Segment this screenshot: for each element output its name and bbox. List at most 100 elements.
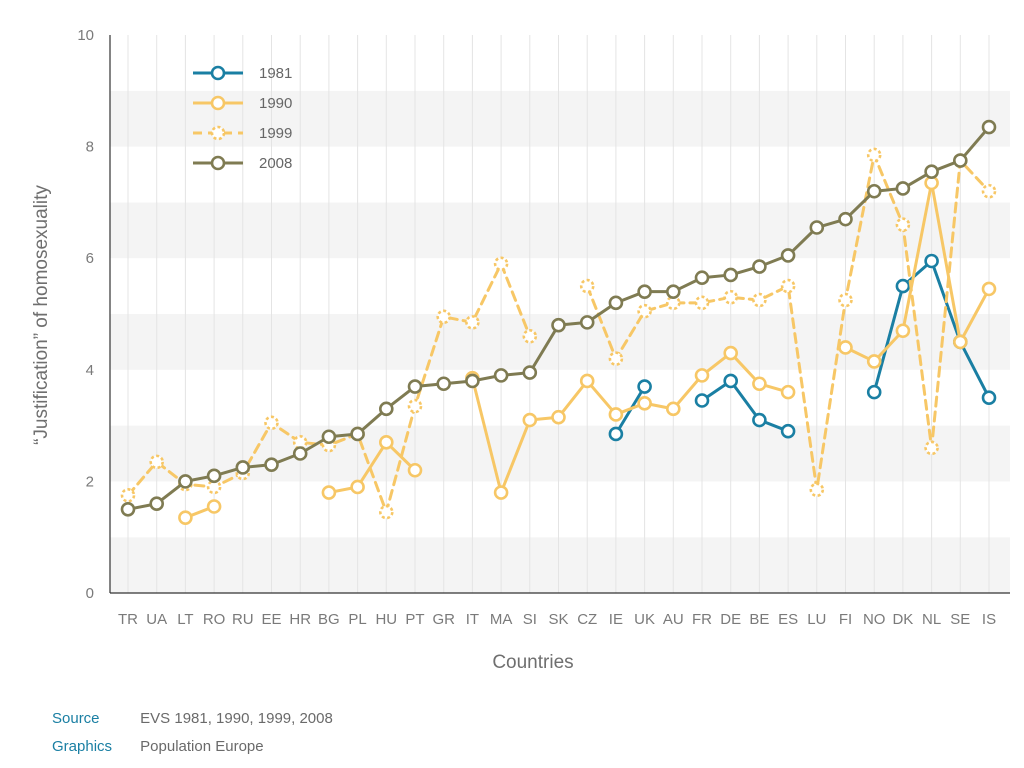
x-tick-label: DK — [892, 611, 913, 628]
data-point-2008-bg — [321, 429, 337, 445]
legend-item-2008: 2008 — [193, 155, 292, 172]
legend-label: 1981 — [259, 65, 292, 82]
data-point-1999-uk — [637, 303, 652, 319]
line-chart: 0 2 4 6 8 10 TR UA LT RO RU EE HR BG PL HU PT GR IT MA SI SK… — [31, 27, 1010, 673]
source-value: EVS 1981, 1990, 1999, 2008 — [140, 710, 333, 727]
data-point-1999-hr — [292, 435, 308, 450]
data-point-2008-cz — [579, 315, 595, 330]
y-tick-label: 8 — [86, 139, 94, 156]
data-point-1990-fr — [694, 368, 710, 383]
data-point-1990-uk — [637, 395, 652, 411]
x-tick-label: UA — [146, 611, 167, 628]
x-tick-label: IT — [466, 611, 479, 628]
data-point-1999-dk — [895, 217, 911, 233]
data-point-1981-dk — [895, 278, 911, 294]
data-point-2008-dk — [895, 181, 911, 196]
source-line: Source EVS 1981, 1990, 1999, 2008 — [52, 710, 333, 727]
x-tick-labels: TR UA LT RO RU EE HR BG PL HU PT GR IT MA SI SK CZ IE UK AU… — [118, 611, 996, 628]
data-point-2008-fr — [694, 270, 710, 286]
x-tick-label: SE — [950, 611, 970, 628]
data-point-2008-hu — [378, 401, 394, 417]
x-tick-label: GR — [432, 611, 455, 628]
data-point-1990-es — [780, 384, 796, 400]
legend-label: 2008 — [259, 155, 292, 172]
data-point-1990-se — [952, 334, 968, 350]
data-point-1999-ee — [264, 415, 279, 431]
data-point-1999-gr — [436, 309, 452, 325]
data-point-1999-nl — [924, 440, 939, 456]
data-point-2008-si — [522, 365, 538, 380]
data-point-1999-tr — [120, 488, 136, 503]
data-point-2008-au — [665, 284, 681, 299]
data-point-1990-pt — [407, 462, 423, 478]
data-point-1999-de — [723, 289, 739, 305]
x-tick-label: SK — [548, 611, 568, 628]
data-point-1981-es — [780, 423, 796, 439]
data-point-2008-is — [981, 119, 997, 135]
legend-label: 1990 — [259, 95, 292, 112]
y-tick-label: 6 — [86, 250, 94, 267]
data-point-1990-be — [752, 376, 767, 392]
series-line-1999 — [585, 153, 991, 492]
x-tick-label: IE — [609, 611, 623, 628]
data-point-1990-ie — [608, 407, 624, 422]
legend-swatch-marker — [210, 125, 226, 141]
data-point-1990-si — [522, 412, 538, 428]
data-point-1999-be — [752, 292, 767, 308]
data-point-2008-ma — [493, 368, 509, 383]
y-tick-label: 2 — [86, 473, 94, 490]
data-point-2008-lt — [178, 474, 193, 489]
x-tick-label: NL — [922, 611, 941, 628]
background-band — [110, 146, 1010, 203]
data-point-2008-hr — [292, 446, 308, 461]
graphics-label: Graphics — [52, 738, 113, 755]
data-point-1981-fr — [694, 393, 710, 408]
data-point-1999-cz — [579, 278, 595, 294]
data-point-1999-hu — [378, 504, 394, 520]
data-point-2008-ua — [149, 496, 164, 512]
series-2008 — [120, 119, 997, 517]
data-point-1981-de — [723, 373, 739, 389]
background-band — [110, 481, 1010, 538]
data-point-1981-uk — [637, 379, 652, 394]
data-point-1990-lt — [178, 510, 193, 525]
x-tick-label: AU — [663, 611, 684, 628]
y-tick-labels: 0 2 4 6 8 10 — [77, 27, 94, 602]
graphics-line: Graphics Population Europe — [52, 738, 264, 755]
data-point-2008-lu — [809, 220, 825, 235]
x-tick-label: EE — [261, 611, 281, 628]
data-point-1981-ie — [608, 426, 624, 442]
data-point-1999-ie — [608, 351, 624, 366]
data-point-1999-pt — [407, 398, 423, 414]
data-point-2008-fi — [838, 211, 853, 227]
data-point-1999-fr — [694, 295, 710, 311]
x-tick-label: CZ — [577, 611, 597, 628]
data-point-2008-pt — [407, 379, 423, 394]
data-point-2008-es — [780, 248, 796, 263]
data-point-1990-ro — [206, 499, 222, 514]
data-point-2008-uk — [637, 284, 652, 299]
data-point-2008-ro — [206, 468, 222, 484]
data-point-1999-fi — [838, 292, 853, 308]
data-point-1999-is — [981, 183, 997, 199]
data-point-1990-is — [981, 281, 997, 297]
data-point-2008-ie — [608, 295, 624, 311]
graphics-value: Population Europe — [140, 738, 264, 755]
background-band — [110, 35, 1010, 91]
data-point-1981-be — [752, 412, 767, 428]
y-tick-label: 4 — [86, 362, 94, 379]
data-point-1999-lu — [809, 482, 825, 498]
data-point-1990-sk — [551, 409, 566, 425]
data-point-1990-au — [665, 401, 681, 417]
series-1981 — [608, 253, 997, 442]
data-point-1990-pl — [350, 479, 365, 495]
y-axis-title: “Justification” of homosexuality — [31, 185, 52, 445]
data-point-2008-de — [723, 267, 739, 283]
data-point-1999-si — [522, 329, 538, 344]
x-tick-label: FR — [692, 611, 712, 628]
y-tick-label: 10 — [77, 27, 94, 44]
data-point-1990-fi — [838, 340, 853, 355]
data-point-1990-bg — [321, 485, 337, 500]
background-band — [110, 537, 1010, 593]
x-tick-label: MA — [490, 611, 513, 628]
